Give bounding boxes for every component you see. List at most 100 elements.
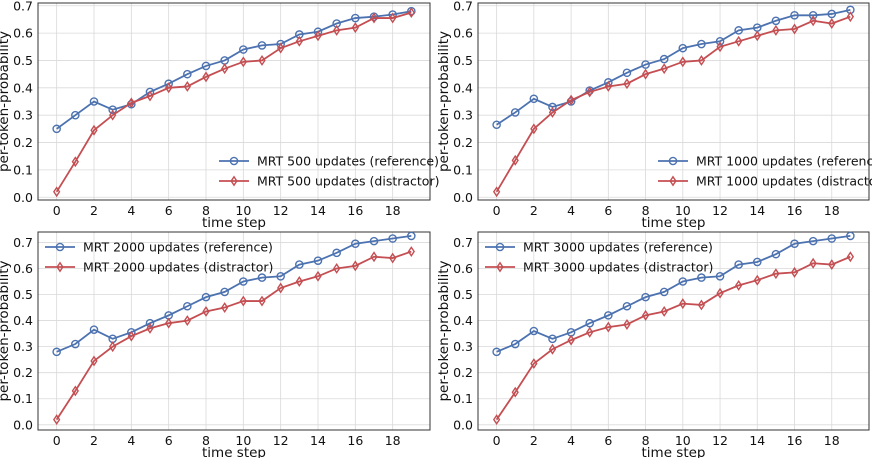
legend-marker-diamond xyxy=(669,175,677,187)
x-tick-label: 16 xyxy=(347,203,363,218)
legend-label: MRT 3000 updates (reference) xyxy=(523,240,713,255)
x-tick-label: 18 xyxy=(824,203,840,218)
data-point-reference xyxy=(510,339,520,349)
legend: MRT 2000 updates (reference) MRT 2000 upd… xyxy=(45,240,273,275)
legend-marker-circle xyxy=(55,242,65,252)
data-point-reference xyxy=(790,239,799,249)
data-point-reference xyxy=(827,234,837,243)
data-point-distractor xyxy=(828,259,836,271)
plot-area xyxy=(478,232,869,430)
data-point-distractor xyxy=(679,56,687,68)
x-tick-label: 14 xyxy=(310,203,326,218)
data-point-distractor xyxy=(183,80,191,92)
x-tick-label: 8 xyxy=(642,203,650,218)
y-axis-label: per-token-probability xyxy=(436,31,452,172)
y-tick-label: 0.0 xyxy=(13,190,33,205)
data-point-distractor xyxy=(492,186,501,198)
legend-label: MRT 3000 updates (distractor) xyxy=(523,260,713,275)
y-axis-label: per-token-probability xyxy=(436,260,452,401)
x-axis-label: time step xyxy=(202,215,266,231)
x-tick-label: 2 xyxy=(90,433,98,448)
data-point-reference xyxy=(659,287,669,297)
data-point-distractor xyxy=(389,12,397,24)
data-point-distractor xyxy=(586,326,594,338)
data-point-reference xyxy=(332,248,341,258)
data-point-reference xyxy=(276,271,285,281)
data-point-reference xyxy=(529,326,539,336)
data-point-reference xyxy=(585,318,595,328)
data-point-reference xyxy=(351,13,360,23)
data-point-distractor xyxy=(165,82,173,94)
x-tick-label: 16 xyxy=(787,203,803,218)
data-point-distractor xyxy=(146,90,154,102)
x-tick-label: 4 xyxy=(567,433,575,448)
x-tick-label: 0 xyxy=(53,433,61,448)
legend-marker-diamond xyxy=(496,261,504,273)
data-point-distractor xyxy=(295,276,303,287)
data-point-distractor xyxy=(492,414,501,426)
plot-frame xyxy=(37,231,431,431)
x-tick-label: 14 xyxy=(310,433,326,448)
legend-marker-circle xyxy=(495,242,505,252)
y-tick-label: 0.3 xyxy=(453,339,473,354)
x-tick-label: 6 xyxy=(165,203,173,218)
data-point-distractor xyxy=(202,71,210,83)
data-point-reference xyxy=(220,287,229,297)
data-point-reference xyxy=(752,257,762,267)
x-tick-label: 4 xyxy=(127,203,135,218)
y-tick-label: 0.0 xyxy=(453,190,473,205)
data-point-distractor xyxy=(604,321,612,333)
data-point-distractor xyxy=(146,322,154,334)
legend-label: MRT 1000 updates (distractor) xyxy=(696,174,872,189)
data-point-reference xyxy=(641,292,650,302)
y-tick-label: 0.1 xyxy=(13,391,33,406)
x-tick-label: 16 xyxy=(787,433,803,448)
data-point-reference xyxy=(145,318,155,328)
data-point-reference xyxy=(492,347,501,357)
y-tick-label: 0.6 xyxy=(453,261,473,276)
data-point-distractor xyxy=(548,106,557,118)
x-tick-label: 2 xyxy=(530,203,538,218)
x-tick-label: 8 xyxy=(202,203,210,218)
y-tick-label: 0.5 xyxy=(453,53,473,68)
legend-marker-circle xyxy=(668,156,678,166)
data-point-distractor xyxy=(604,80,612,92)
data-point-reference xyxy=(827,9,837,19)
data-point-reference xyxy=(771,16,781,26)
legend-label: MRT 2000 updates (reference) xyxy=(83,240,273,255)
x-tick-label: 12 xyxy=(712,203,728,218)
data-point-distractor xyxy=(109,341,117,353)
data-point-reference xyxy=(808,11,818,20)
data-point-reference xyxy=(71,339,80,349)
data-point-reference xyxy=(407,231,416,241)
y-tick-label: 0.5 xyxy=(13,287,33,302)
data-point-distractor xyxy=(71,385,79,397)
data-point-distractor xyxy=(809,15,817,27)
y-axis-label: per-token-probability xyxy=(0,31,12,172)
data-point-reference xyxy=(52,347,61,357)
x-tick-label: 18 xyxy=(385,203,401,218)
chart-panel-4: 0.0 0.1 0.2 0.3 0.4 0.5 0.6 0.7 0 2 4 6 8 10 12 14 16 18 t… xyxy=(436,231,870,458)
plot-frame xyxy=(477,231,870,431)
x-tick-label: 2 xyxy=(90,203,98,218)
data-point-distractor xyxy=(370,12,378,24)
data-point-reference xyxy=(369,236,379,246)
x-tick-label: 6 xyxy=(604,433,612,448)
y-tick-label: 0.2 xyxy=(453,365,473,380)
data-point-reference xyxy=(771,249,781,259)
y-tick-label: 0.4 xyxy=(453,80,473,95)
x-axis-label: time step xyxy=(202,445,266,458)
legend: MRT 500 updates (reference) MRT 500 updat… xyxy=(219,154,439,189)
legend-label: MRT 500 updates (reference) xyxy=(257,154,439,169)
x-tick-label: 2 xyxy=(530,433,538,448)
data-point-distractor xyxy=(735,279,743,291)
data-point-distractor xyxy=(277,282,285,294)
chart-panel-2: 0.0 0.1 0.2 0.3 0.4 0.5 0.6 0.7 0 2 4 6 8 10 12 14 16 18 t… xyxy=(436,0,872,231)
data-point-reference xyxy=(846,231,855,241)
x-tick-label: 0 xyxy=(493,433,501,448)
data-point-reference xyxy=(715,37,725,46)
y-tick-label: 0.2 xyxy=(453,135,473,150)
data-point-distractor xyxy=(828,18,836,29)
data-point-reference xyxy=(257,41,267,50)
plot-area xyxy=(478,3,869,200)
